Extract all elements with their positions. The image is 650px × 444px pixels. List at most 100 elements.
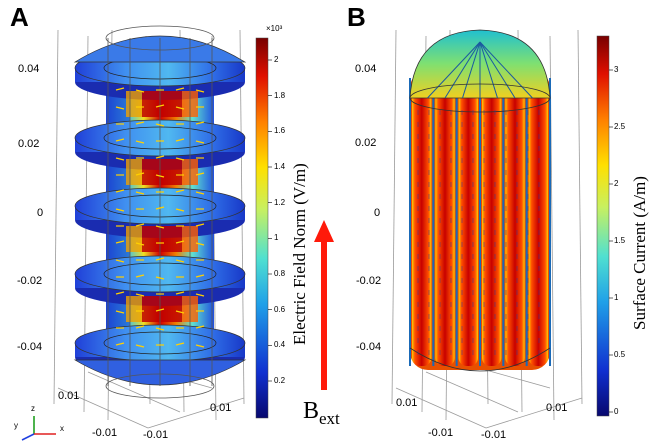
field-arrow <box>195 121 205 125</box>
grid-line <box>53 29 59 405</box>
field-arrow <box>135 325 145 329</box>
field-arrow <box>115 157 125 161</box>
field-arrow <box>155 104 165 108</box>
bext-label-sub: ext <box>319 408 340 428</box>
panel-label-a: A <box>10 2 29 32</box>
field-arrow <box>195 223 205 227</box>
field-hotspot <box>142 226 182 252</box>
field-arrow <box>155 225 165 229</box>
wire-cage <box>105 25 215 399</box>
triad-x-label: x <box>60 424 64 433</box>
field-arrow <box>175 138 185 142</box>
tick-a-z-2: 0 <box>37 207 44 219</box>
bext-label: Bext <box>303 398 340 429</box>
field-arrow <box>195 274 205 278</box>
bext-arrow-icon <box>314 220 334 390</box>
tick-b-z-1: 0.02 <box>355 137 377 149</box>
tick-a-y-0: 0.01 <box>210 402 232 414</box>
field-arrow <box>155 174 165 178</box>
field-arrow <box>155 123 165 127</box>
field-arrow <box>195 89 205 93</box>
field-arrow <box>175 106 185 110</box>
field-arrow <box>195 172 205 176</box>
colorbar-a-tick-label: 1.6 <box>274 126 286 136</box>
current-stripe <box>412 80 432 366</box>
field-arrow <box>135 223 145 227</box>
grid-line <box>87 371 181 413</box>
colorbar-a-tick-label: 0.2 <box>274 376 286 385</box>
current-stripe <box>435 80 455 366</box>
field-arrow <box>135 121 145 125</box>
triad-y-label: y <box>14 421 18 430</box>
capsule-bottom-rim <box>409 347 551 372</box>
colorbar-a-tick-label: 1 <box>274 233 279 243</box>
field-hotspot <box>142 159 182 185</box>
cap-seam <box>479 41 516 99</box>
field-arrow <box>195 191 205 195</box>
field-arrow <box>175 189 185 193</box>
field-arrow <box>175 342 185 346</box>
cage-ring-bottom <box>105 373 215 399</box>
cap-seam <box>427 41 481 99</box>
colorbar-b-tick-label: 2.5 <box>614 122 626 131</box>
bext-arrow-head <box>314 220 334 242</box>
field-arrow <box>195 344 205 348</box>
field-arrow <box>115 342 125 346</box>
field-arrow <box>155 276 165 280</box>
colorbar-a-tick-label: 1.8 <box>274 90 286 100</box>
colorbar-b-tick-label: 0 <box>614 407 619 416</box>
resonator-a-body <box>73 25 247 399</box>
current-stripe <box>528 80 548 366</box>
tick-b-x-0: 0.01 <box>396 397 418 409</box>
field-arrow <box>115 240 125 244</box>
field-arrow <box>115 310 125 314</box>
field-arrow <box>115 259 125 263</box>
grid-line <box>57 387 149 429</box>
cap-seam <box>444 41 481 99</box>
field-arrow <box>115 87 125 91</box>
field-warm <box>126 226 142 252</box>
colorbars <box>255 35 613 419</box>
cap-seam <box>479 41 533 99</box>
tick-a-y-1: -0.01 <box>143 429 169 441</box>
field-arrow <box>135 293 145 297</box>
colorbar-a-multiplier: ×10³ <box>266 24 283 33</box>
grid-line <box>391 29 397 405</box>
field-arrow <box>195 140 205 144</box>
field-warm <box>126 91 142 117</box>
field-arrow <box>135 344 145 348</box>
triad-y-axis <box>21 433 35 441</box>
field-arrow <box>135 242 145 246</box>
bext-label-main: B <box>303 398 320 424</box>
colorbar-a-tick-label: 1.2 <box>274 197 286 207</box>
cap-seam <box>479 41 498 99</box>
colorbar-a-bar <box>255 37 269 419</box>
field-arrow <box>175 240 185 244</box>
cap-seam <box>462 41 481 99</box>
axis-triad-icon <box>21 416 56 441</box>
cage-ring-top <box>105 25 215 51</box>
colorbar-b-tick-label: 3 <box>614 65 619 74</box>
field-arrow <box>155 155 165 159</box>
colorbar-a-tick-label: 2 <box>274 55 279 64</box>
colorbar-b-tick-label: 1.5 <box>614 236 626 245</box>
field-arrow <box>135 140 145 144</box>
current-stripe <box>482 80 502 366</box>
field-arrow <box>135 191 145 195</box>
colorbar-b-title: Surface Current (A/m) <box>630 176 649 330</box>
current-stripe <box>458 80 478 366</box>
field-arrow <box>135 172 145 176</box>
triad-z-label: z <box>31 404 35 413</box>
field-arrow <box>135 274 145 278</box>
field-arrow <box>155 327 165 331</box>
tick-a-z-1: 0.02 <box>18 138 40 150</box>
tick-b-z-4: -0.04 <box>356 341 382 353</box>
resonator-b-body <box>409 29 551 372</box>
colorbar-b-tick-label: 2 <box>614 179 619 188</box>
cap-rim <box>409 83 551 113</box>
field-arrow <box>155 308 165 312</box>
field-arrow <box>195 325 205 329</box>
field-arrow <box>155 206 165 210</box>
tick-b-z-0: 0.04 <box>355 63 377 75</box>
grid-line <box>577 29 583 405</box>
